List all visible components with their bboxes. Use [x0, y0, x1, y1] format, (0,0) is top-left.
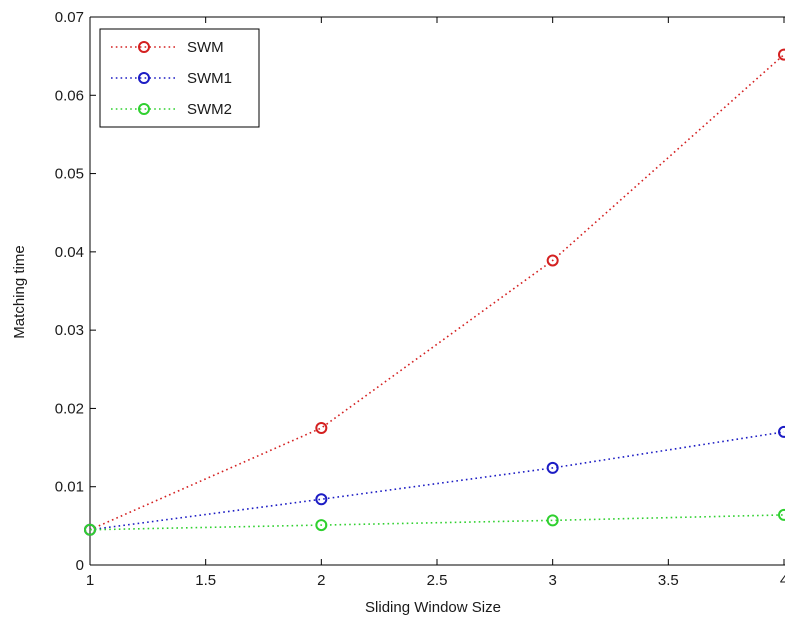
x-tick-label: 3 [548, 572, 556, 589]
legend-box [99, 28, 260, 128]
legend-label-swm1: SWM1 [187, 70, 232, 87]
y-tick-label: 0.03 [55, 322, 84, 339]
x-ticks: 1 1.5 2 2.5 3 3.5 4 [86, 17, 785, 589]
x-tick-label: 4 [780, 572, 785, 589]
x-tick-label: 1.5 [195, 572, 216, 589]
y-tick-label: 0.04 [55, 244, 84, 261]
legend-marker-swm1 [138, 72, 150, 84]
x-tick-label: 1 [86, 572, 94, 589]
y-axis-title: Matching time [11, 245, 28, 338]
data-point-swm2 [546, 514, 559, 527]
series-layer [84, 48, 785, 536]
x-axis-title: Sliding Window Size [365, 599, 501, 616]
y-tick-label: 0.07 [55, 9, 84, 26]
data-point-swm1 [315, 493, 328, 506]
y-tick-label: 0.02 [55, 400, 84, 417]
series-line-swm [89, 53, 785, 531]
data-point-swm2 [84, 523, 96, 536]
y-tick-label: 0 [76, 557, 84, 574]
data-point-swm [315, 422, 328, 434]
legend-marker-swm2 [138, 103, 150, 115]
data-point-swm2 [778, 508, 785, 521]
y-tick-label: 0.06 [55, 87, 84, 104]
legend: SWM SWM1 SWM2 [99, 28, 260, 128]
data-point-swm2 [315, 519, 328, 532]
data-point-swm1 [778, 425, 785, 438]
data-point-swm [778, 48, 785, 61]
series-line-swm1 [89, 431, 785, 531]
legend-label-swm2: SWM2 [187, 101, 232, 118]
x-tick-label: 2 [317, 572, 325, 589]
legend-label-swm: SWM [187, 39, 224, 56]
y-tick-label: 0.01 [55, 479, 84, 496]
data-point-swm1 [546, 461, 559, 474]
y-ticks: 0 0.01 0.02 0.03 0.04 0.05 0.06 0.07 [55, 9, 96, 574]
x-tick-label: 2.5 [427, 572, 448, 589]
legend-marker-swm [138, 41, 150, 53]
series-line-swm2 [89, 514, 785, 531]
x-tick-label: 3.5 [658, 572, 679, 589]
data-point-swm [546, 254, 559, 267]
y-tick-label: 0.05 [55, 166, 84, 183]
